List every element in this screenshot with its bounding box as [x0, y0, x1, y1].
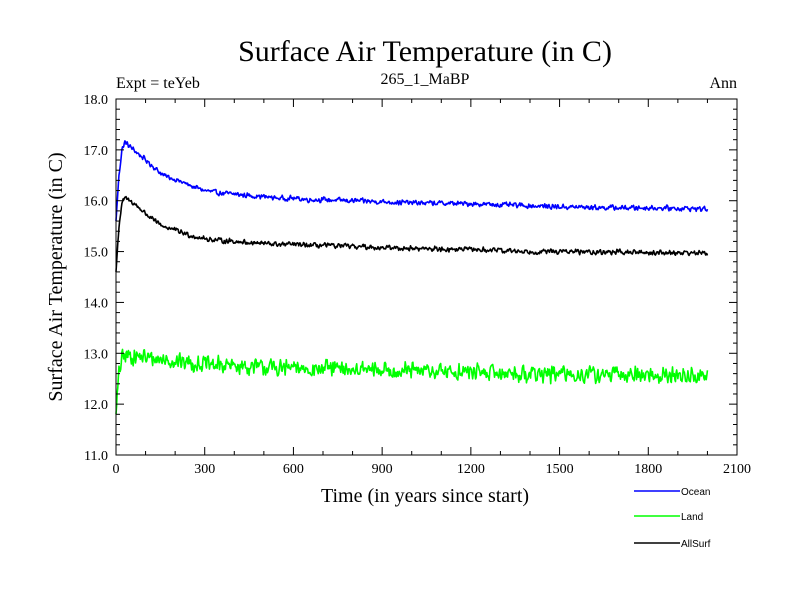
x-tick-label: 300	[194, 462, 215, 477]
y-tick-label: 14.0	[84, 296, 109, 311]
legend-label-land: Land	[681, 512, 703, 523]
y-tick-label: 12.0	[84, 398, 109, 413]
x-tick-label: 900	[372, 462, 393, 477]
y-tick-label: 16.0	[84, 195, 109, 210]
x-axis-label: Time (in years since start)	[321, 485, 529, 507]
x-tick-label: 2100	[723, 462, 751, 477]
x-tick-label: 1800	[634, 462, 662, 477]
y-tick-label: 17.0	[84, 144, 109, 159]
x-tick-label: 1500	[546, 462, 574, 477]
series-line-land	[115, 348, 709, 415]
axis-ticks: 0 300 600 900 1200 1500 1800 2100 11.0 12.0 13.0 14…	[84, 93, 752, 477]
y-axis-label: Surface Air Temperature (in C)	[45, 152, 67, 401]
plot-frame	[115, 98, 738, 456]
chart-title: Surface Air Temperature (in C)	[238, 35, 612, 68]
series-line-ocean	[115, 140, 709, 222]
chart-subtitle: 265_1_MaBP	[381, 71, 470, 88]
legend-label-ocean: Ocean	[681, 487, 710, 498]
series-line-allsurf	[115, 195, 709, 272]
experiment-label: Expt = teYeb	[116, 75, 200, 92]
season-label: Ann	[709, 75, 737, 92]
legend-label-allsurf: AllSurf	[681, 539, 711, 550]
y-tick-label: 15.0	[84, 246, 109, 261]
x-tick-label: 600	[283, 462, 304, 477]
y-tick-label: 18.0	[84, 93, 109, 108]
y-tick-label: 13.0	[84, 347, 109, 362]
x-tick-label: 1200	[457, 462, 485, 477]
x-tick-label: 0	[113, 462, 120, 477]
y-tick-label: 11.0	[84, 449, 108, 464]
legend: Ocean Land AllSurf	[634, 487, 711, 550]
series-group	[115, 140, 709, 415]
